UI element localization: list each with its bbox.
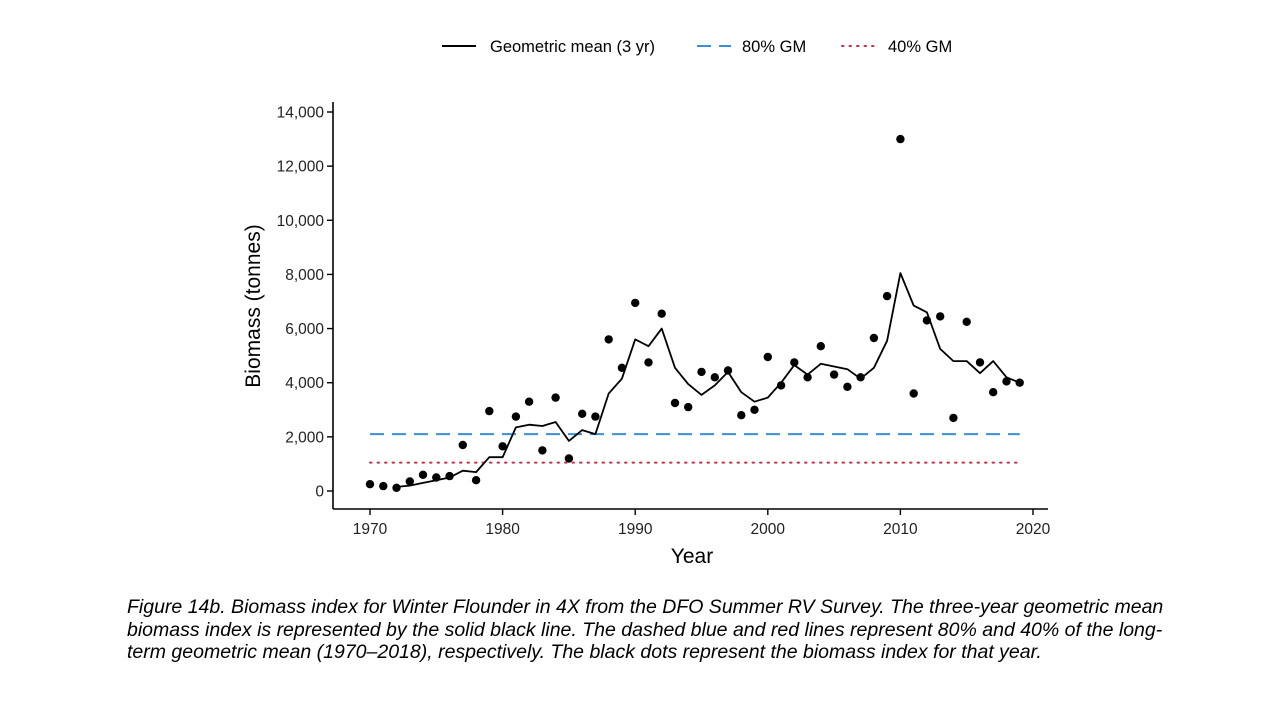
data-point <box>684 402 693 412</box>
x-tick-label: 2020 <box>1016 521 1051 538</box>
y-tick-label: 14,000 <box>277 105 325 122</box>
series-lines <box>396 272 1021 488</box>
reference-lines <box>369 433 1021 464</box>
y-tick-label: 6,000 <box>285 321 324 338</box>
data-point <box>750 405 759 414</box>
y-axis-title: Biomass (tonnes) <box>242 224 265 387</box>
data-point <box>392 483 401 492</box>
data-point <box>710 373 719 382</box>
data-point <box>657 309 666 318</box>
data-point <box>975 358 985 367</box>
data-point <box>737 411 746 420</box>
x-tick-label: 1970 <box>353 521 388 538</box>
data-point <box>578 409 587 418</box>
y-tick-label: 12,000 <box>277 159 325 176</box>
data-point <box>405 477 414 486</box>
data-point <box>697 367 706 377</box>
data-point <box>670 398 680 408</box>
data-point <box>989 388 998 397</box>
data-point <box>591 412 600 421</box>
x-tick-label: 1980 <box>485 521 520 538</box>
data-point <box>538 446 547 455</box>
data-point <box>829 370 839 379</box>
data-point <box>432 473 441 482</box>
data-point <box>604 335 613 344</box>
data-point <box>816 342 825 351</box>
data-point <box>949 413 958 423</box>
data-point <box>498 442 507 451</box>
data-point <box>1002 377 1011 386</box>
biomass-chart: Geometric mean (3 yr) 80% GM 40% GM 0 2,000… <box>242 38 1051 568</box>
x-axis-title: Year <box>671 545 713 568</box>
data-point <box>524 397 534 406</box>
data-point <box>644 358 653 367</box>
data-point <box>723 366 733 375</box>
x-tick-label: 2010 <box>883 521 918 538</box>
data-point <box>418 470 428 479</box>
x-tick-label: 1990 <box>618 521 653 538</box>
legend-label: 40% GM <box>888 38 952 56</box>
data-point <box>458 440 467 450</box>
data-point <box>1015 378 1024 387</box>
data-point <box>803 373 812 382</box>
data-point <box>909 389 918 398</box>
data-point <box>882 291 892 301</box>
data-point <box>776 381 786 390</box>
data-point <box>922 316 932 325</box>
y-tick-label: 2,000 <box>285 429 324 446</box>
data-point <box>843 382 852 391</box>
data-point <box>379 481 388 491</box>
data-point <box>551 393 560 402</box>
data-point <box>869 333 879 343</box>
legend-label: Geometric mean (3 yr) <box>490 38 655 56</box>
data-point <box>511 412 521 421</box>
data-point <box>790 358 799 367</box>
data-point <box>896 134 905 144</box>
data-point <box>763 352 772 362</box>
data-point <box>485 406 494 416</box>
legend-label: 80% GM <box>742 38 806 56</box>
data-point <box>564 454 574 463</box>
data-point <box>365 480 375 489</box>
data-point <box>445 471 454 481</box>
data-point <box>936 312 945 321</box>
y-tick-label: 4,000 <box>285 375 324 392</box>
data-points <box>365 134 1024 492</box>
chart-axes: 0 2,000 4,000 6,000 8,000 10,000 12,000 14,000 1… <box>242 102 1051 568</box>
chart-legend: Geometric mean (3 yr) 80% GM 40% GM <box>442 38 952 56</box>
y-tick-label: 8,000 <box>285 267 324 284</box>
x-tick-label: 2000 <box>751 521 786 538</box>
data-point <box>617 363 627 372</box>
data-point <box>856 373 865 382</box>
data-point <box>962 317 971 326</box>
y-tick-label: 10,000 <box>277 213 325 230</box>
geometric-mean-line <box>396 272 1021 488</box>
figure-caption: Figure 14b. Biomass index for Winter Flo… <box>127 596 1164 663</box>
data-point <box>631 298 640 308</box>
y-tick-label: 0 <box>315 484 324 501</box>
data-point <box>471 476 481 485</box>
